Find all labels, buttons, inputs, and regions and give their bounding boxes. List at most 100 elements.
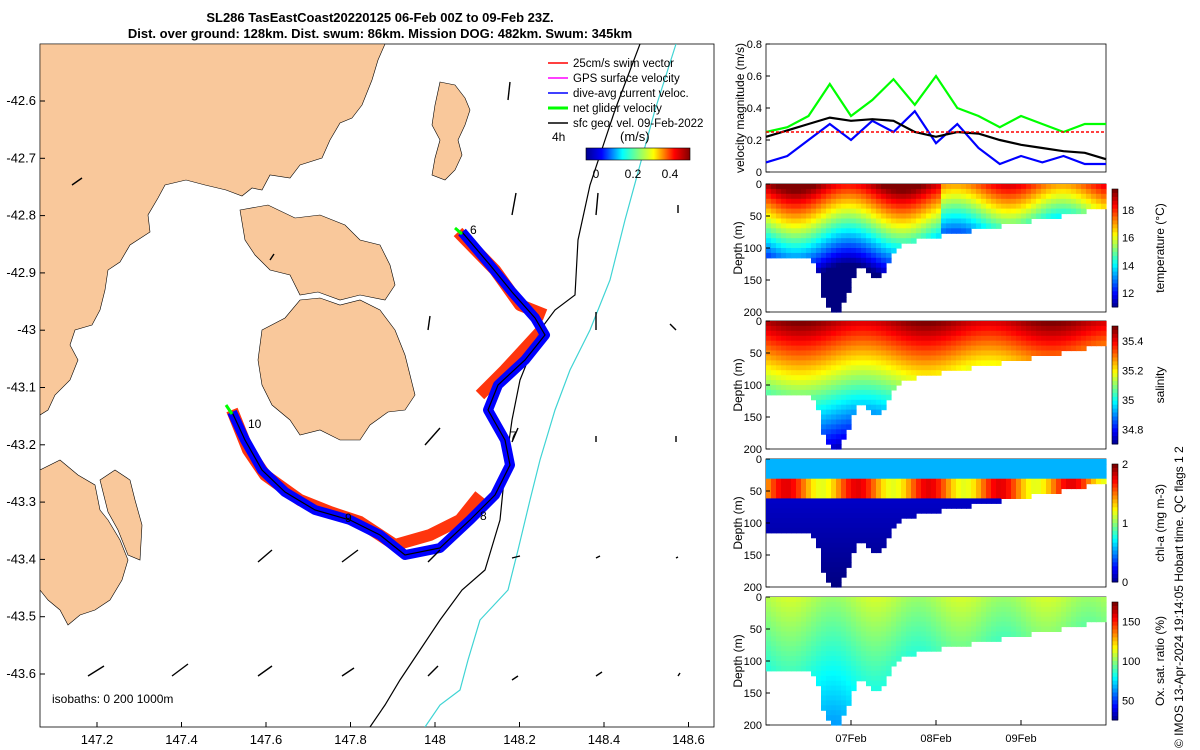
heatmap-cell xyxy=(841,208,847,215)
heatmap-cell xyxy=(1041,621,1047,628)
heatmap-cell xyxy=(1071,606,1077,613)
heatmap-cell xyxy=(791,208,797,215)
heatmap-cell xyxy=(931,601,937,608)
heatmap-cell xyxy=(781,518,787,524)
heatmap-cell xyxy=(906,325,912,332)
heatmap-cell xyxy=(811,243,817,249)
heatmap-cell xyxy=(836,621,842,628)
heatmap-cell xyxy=(981,478,987,485)
heatmap-cell xyxy=(881,335,887,342)
heatmap-cell xyxy=(816,631,822,637)
heatmap-cell xyxy=(1041,203,1047,210)
heatmap-cell xyxy=(1076,330,1082,337)
heatmap-cell xyxy=(841,567,847,573)
heatmap-cell xyxy=(881,233,887,239)
heatmap-cell xyxy=(781,385,787,391)
heatmap-cell xyxy=(1041,350,1047,356)
heatmap-cell xyxy=(996,483,1002,490)
heatmap-cell xyxy=(876,503,882,509)
heatmap-cell xyxy=(821,330,827,337)
heatmap-cell xyxy=(801,636,807,642)
heatmap-cell xyxy=(811,651,817,657)
heatmap-cell xyxy=(971,193,977,200)
heatmap-cell xyxy=(1076,193,1082,200)
heatmap-cell xyxy=(906,238,912,244)
heatmap-cell xyxy=(946,503,952,509)
heatmap-cell xyxy=(871,459,877,465)
heatmap-cell xyxy=(851,665,857,672)
heatmap-cell xyxy=(976,325,982,332)
heatmap-cell xyxy=(1001,321,1007,327)
heatmap-cell xyxy=(876,537,882,544)
heatmap-cell xyxy=(1021,184,1027,190)
heatmap-cell xyxy=(1041,597,1047,603)
heatmap-cell xyxy=(881,597,887,603)
heatmap-cell xyxy=(1001,621,1007,628)
heatmap-cell xyxy=(791,626,797,632)
heatmap-cell xyxy=(766,468,772,475)
heatmap-cell xyxy=(881,665,887,672)
heatmap-cell xyxy=(791,188,797,195)
heatmap-cell xyxy=(846,243,852,249)
heatmap-cell xyxy=(1091,459,1097,465)
heatmap-cell xyxy=(941,218,947,224)
heatmap-cell xyxy=(801,252,807,259)
heatmap-cell xyxy=(871,527,877,534)
heatmap-cell xyxy=(946,597,952,603)
heatmap-cell xyxy=(906,621,912,628)
heatmap-cell xyxy=(916,641,922,647)
heatmap-cell xyxy=(1051,340,1057,347)
heatmap-cell xyxy=(991,636,997,642)
heatmap-cell xyxy=(1011,350,1017,356)
heatmap-cell xyxy=(971,218,977,224)
heatmap-cell xyxy=(841,518,847,524)
heatmap-cell xyxy=(1081,601,1087,608)
heatmap-cell xyxy=(801,389,807,396)
heatmap-cell xyxy=(876,355,882,361)
heatmap-cell xyxy=(921,493,927,499)
heatmap-cell xyxy=(791,459,797,465)
heatmap-cell xyxy=(841,523,847,529)
heatmap-cell xyxy=(951,350,957,356)
heatmap-cell xyxy=(1036,213,1042,219)
heatmap-cell xyxy=(806,508,812,514)
map-y-tick-label: -43.5 xyxy=(6,609,36,624)
heatmap-cell xyxy=(966,325,972,332)
heatmap-cell xyxy=(806,646,812,652)
heatmap-cell xyxy=(1066,325,1072,332)
heatmap-cell xyxy=(1061,335,1067,342)
heatmap-cell xyxy=(1001,483,1007,490)
heatmap-cell xyxy=(966,473,972,480)
heatmap-cell xyxy=(906,375,912,381)
heatmap-cell xyxy=(1026,597,1032,603)
heatmap-cell xyxy=(971,208,977,215)
heatmap-cell xyxy=(931,488,937,494)
colorbar-cell xyxy=(1112,558,1118,563)
heatmap-y-tick-label: 100 xyxy=(744,380,762,392)
heatmap-cell xyxy=(851,238,857,244)
heatmap-cell xyxy=(881,228,887,234)
heatmap-cell xyxy=(926,611,932,618)
heatmap-cell xyxy=(831,621,837,628)
heatmap-cell xyxy=(771,651,777,657)
heatmap-cell xyxy=(1071,188,1077,195)
heatmap-cell xyxy=(871,203,877,210)
map-y-tick-label: -43.2 xyxy=(6,437,36,452)
heatmap-y-tick-label: 0 xyxy=(756,592,762,604)
heatmap-cell xyxy=(941,223,947,229)
heatmap-cell xyxy=(1046,621,1052,628)
heatmap-cell xyxy=(876,542,882,549)
speed-scale-label: 4h xyxy=(552,130,565,144)
heatmap-cell xyxy=(1101,325,1107,332)
colorbar-title: (m/s) xyxy=(620,129,650,144)
heatmap-cell xyxy=(836,631,842,637)
heatmap-cell xyxy=(896,188,902,195)
heatmap-cell xyxy=(821,243,827,249)
heatmap-cell xyxy=(1016,330,1022,337)
heatmap-x-tick-label: 09Feb xyxy=(1005,733,1036,745)
heatmap-cell xyxy=(1036,468,1042,475)
heatmap-cell xyxy=(1096,330,1102,337)
legend-entry: net glider velocity xyxy=(573,103,662,115)
heatmap-cell xyxy=(886,488,892,494)
